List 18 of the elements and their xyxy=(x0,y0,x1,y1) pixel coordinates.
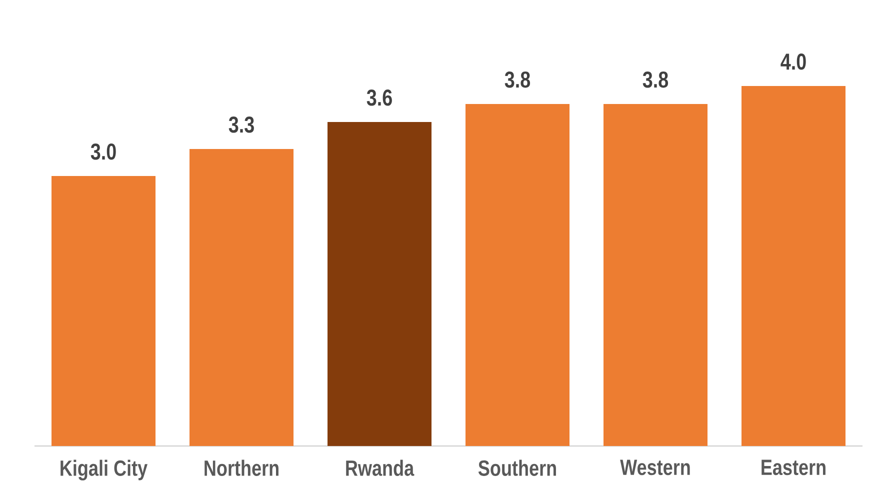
bar xyxy=(52,176,156,446)
bar xyxy=(604,104,708,446)
bar xyxy=(328,122,432,446)
x-tick-label: Kigali City xyxy=(60,460,148,480)
data-label: 3.8 xyxy=(504,71,530,88)
data-label: 3.8 xyxy=(642,71,668,88)
bar xyxy=(466,104,570,446)
x-tick-label: Rwanda xyxy=(346,460,414,476)
x-tick-label: Western xyxy=(620,460,690,476)
data-label: 3.3 xyxy=(228,116,254,133)
data-label: 3.6 xyxy=(366,89,392,106)
bar xyxy=(742,86,846,446)
bar xyxy=(190,148,294,446)
data-label: 3.0 xyxy=(90,143,116,160)
x-tick-label: Southern xyxy=(478,460,556,476)
data-label: 4.0 xyxy=(780,54,806,70)
x-tick-label: Northern xyxy=(204,460,278,476)
x-tick-label: Eastern xyxy=(762,460,826,476)
